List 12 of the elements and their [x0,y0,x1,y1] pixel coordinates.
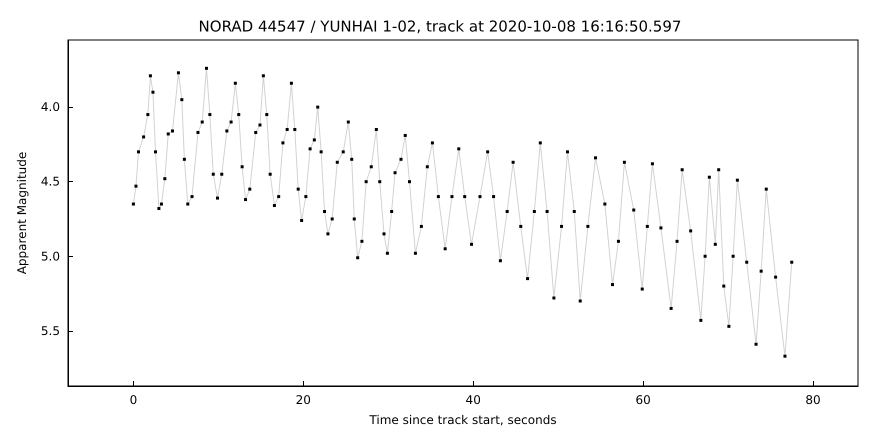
x-tick-label: 60 [635,393,651,407]
y-tick-label: 4.5 [40,174,60,189]
x-axis-title: Time since track start, seconds [368,413,557,427]
x-tick-label: 0 [130,393,138,407]
x-tick-label: 40 [466,393,481,407]
chart-title: NORAD 44547 / YUNHAI 1-02, track at 2020-10-08 16:16:50.597 [198,18,682,36]
y-tick-label: 5.0 [40,249,60,264]
y-axis-title: Apparent Magnitude [15,152,29,274]
y-tick-label: 4.0 [40,100,60,114]
x-tick-label: 80 [805,393,821,407]
x-tick-label: 20 [296,393,311,407]
y-tick-label: 5.5 [40,324,60,338]
